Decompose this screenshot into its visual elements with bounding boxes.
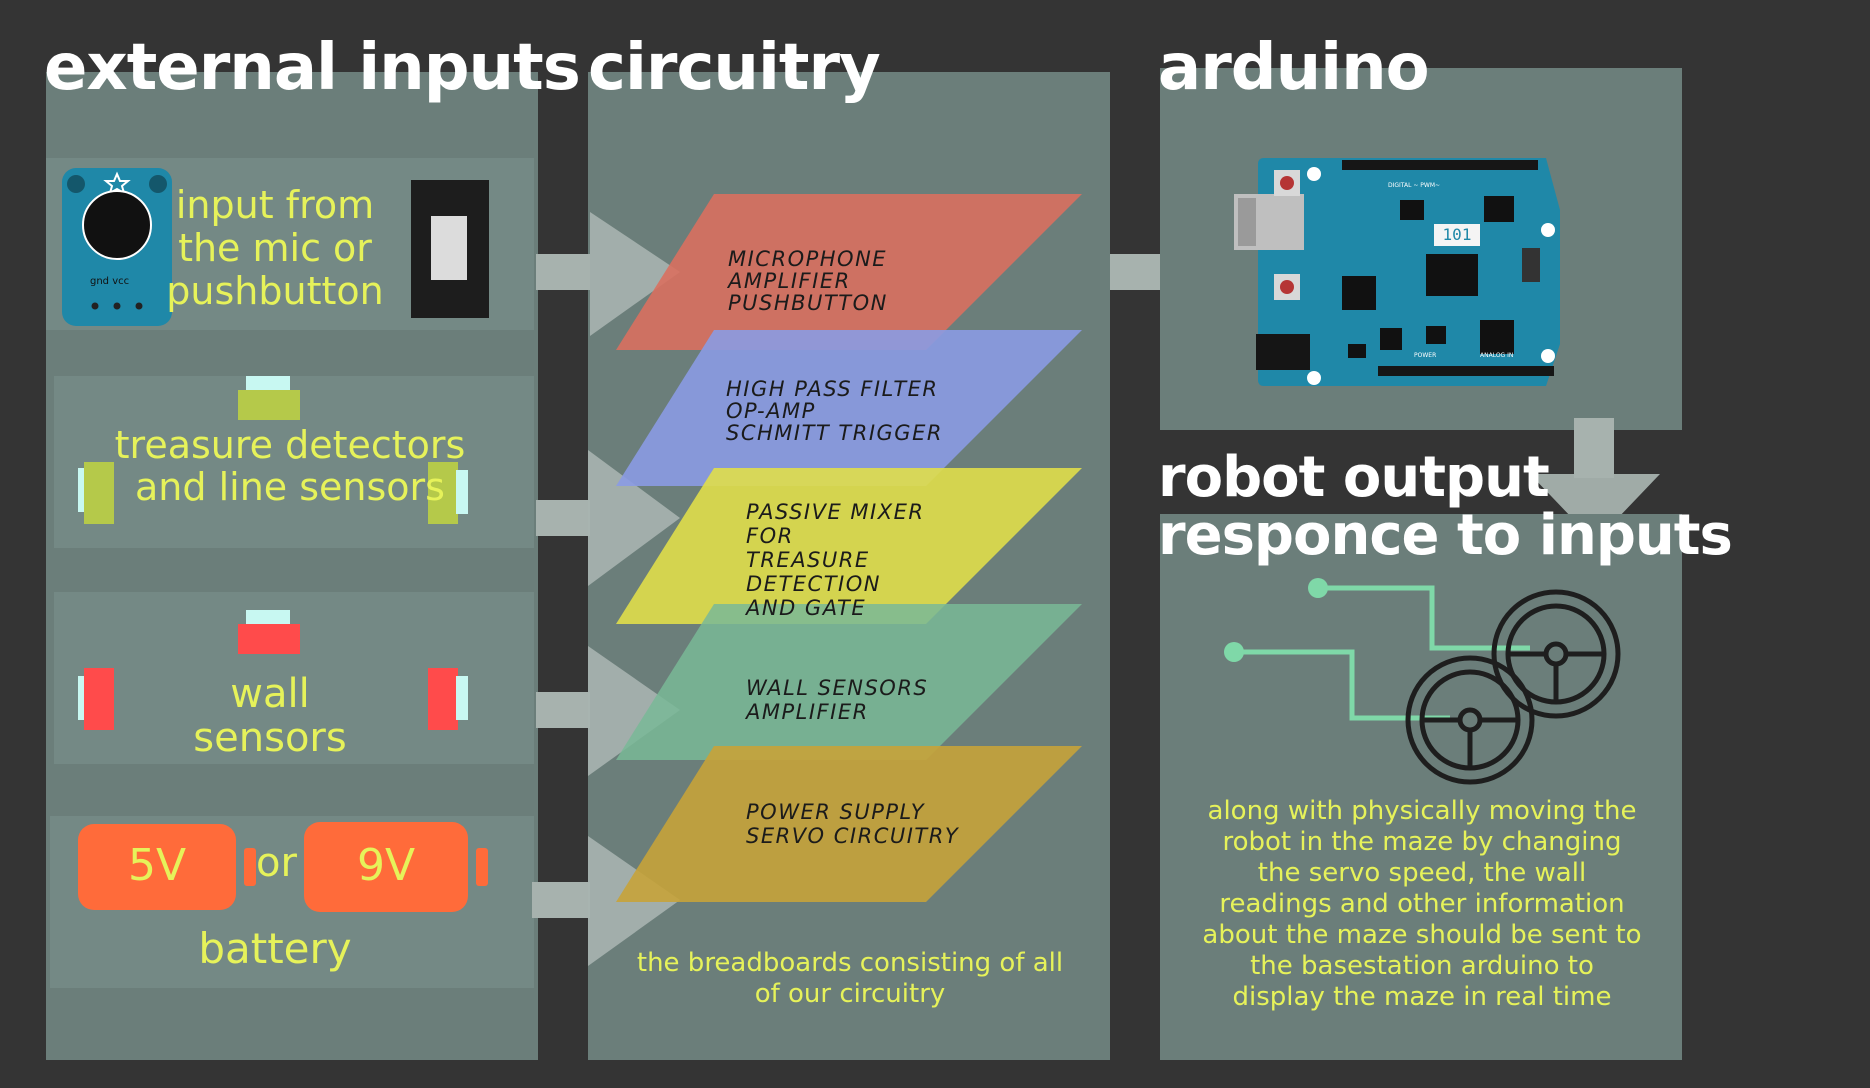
arrow-wall-icon [588,646,680,776]
battery-label: battery [198,924,352,973]
treasure-sensor-label: treasure detectors and line sensors [114,423,466,509]
battery-5v-icon: 5V [78,824,258,910]
layer-microphone [616,194,1082,350]
arrow-mic-icon [590,212,680,336]
line-sensor-right-icon [428,462,474,524]
wall-sensor-top-icon [238,610,300,654]
arduino-header-label: DIGITAL ~ PWM~ [1388,182,1441,189]
pushbutton-icon [411,180,489,318]
layer-power [616,746,1082,902]
layer-filter [616,330,1082,486]
arduino-power-label: POWER [1414,352,1437,359]
treasure-sensor-top-icon [238,376,300,420]
external-inputs-heading: external inputs [44,31,581,105]
layer-microphone-text: MICROPHONE AMPLIFIER PUSHBUTTON [728,247,888,315]
mic-input-label: input from the mic or pushbutton [166,183,384,313]
layer-wall-sensors [616,604,1082,760]
servo-wheels-icon [1224,578,1621,785]
microphone-module-icon [62,168,172,326]
line-sensor-left-icon [78,462,114,524]
circuitry-heading: circuitry [588,31,881,105]
layer-mixer [616,468,1082,624]
arduino-board-icon: DIGITAL ~ PWM~ 101 POWER ANALOG IN [1230,152,1570,392]
arduino-model-badge [1434,224,1480,246]
battery-9v-icon: 9V [304,822,490,912]
connector-bar-wall [536,692,590,728]
wall-sensor-left-icon [78,668,116,730]
layer-power-text: POWER SUPPLY SERVO CIRCUITRY [746,800,960,848]
connector-bar-battery [532,882,590,918]
wall-sensor-label: wall sensors [193,671,347,761]
mic-pin-label: gnd vcc [90,276,130,287]
connector-bar-arduino [1110,254,1166,290]
arduino-model-label: 101 [1442,225,1472,244]
robot-output-heading-line1: robot output [1158,445,1550,510]
robot-output-heading-line2: responce to inputs [1158,503,1733,568]
arrow-treasure-icon [588,450,680,586]
arduino-analog-label: ANALOG IN [1480,352,1514,359]
connector-bar-mic [536,254,590,290]
arduino-to-output-arrow-icon [1530,418,1660,542]
layer-filter-text: HIGH PASS FILTER OP-AMP SCHMITT TRIGGER [726,377,943,445]
battery-or-label: or [256,840,297,886]
arduino-heading: arduino [1158,31,1430,105]
robot-output-description: along with physically moving the robot i… [1202,796,1642,1012]
circuitry-caption: the breadboards consisting of all of our… [636,948,1064,1009]
connector-bar-treasure [536,500,590,536]
wall-sensor-right-icon [428,668,474,730]
battery-9v-label: 9V [356,840,416,891]
layer-mixer-text: PASSIVE MIXER FOR TREASURE DETECTION AND… [746,500,925,620]
layer-wall-text: WALL SENSORS AMPLIFIER [746,676,929,724]
battery-5v-label: 5V [127,840,187,891]
